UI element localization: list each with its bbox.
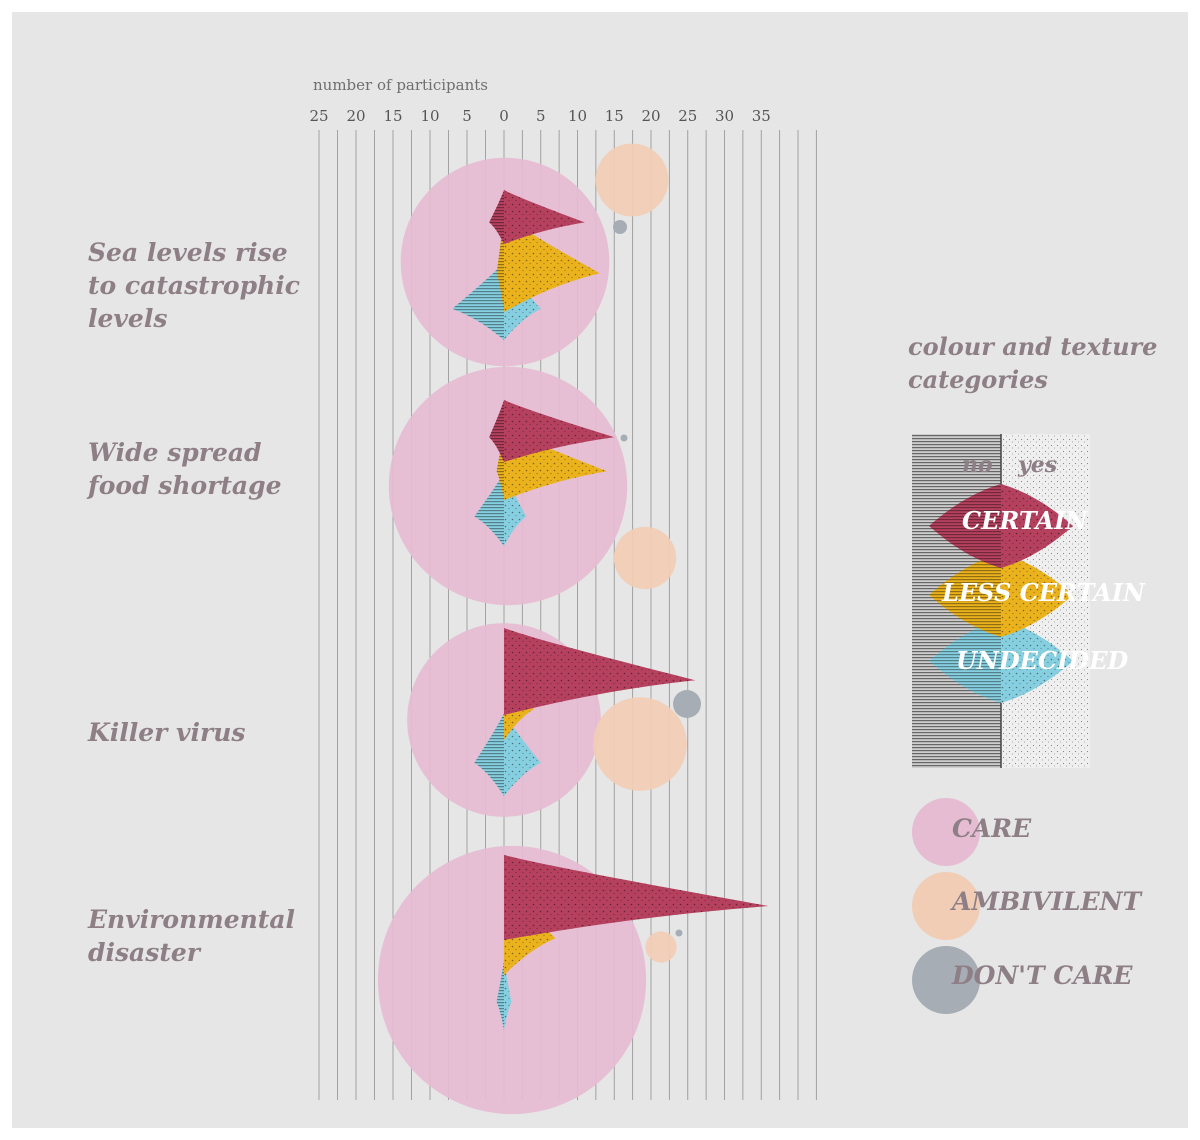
tick-label: 0 [499, 107, 509, 125]
legend-care-circle [912, 798, 980, 866]
tick-label: 10 [420, 107, 439, 125]
legend-less-certain-label: LESS CERTAIN [942, 578, 1145, 607]
tick-label: 20 [346, 107, 365, 125]
undecided-yes-texture [504, 960, 512, 1030]
dont-care-circle [675, 929, 683, 937]
dont-care-circle [613, 220, 627, 234]
dont-care-circle [673, 690, 701, 718]
legend-certain-shape-no-texture [929, 484, 1001, 568]
ambivalent-circle [593, 697, 687, 791]
undecided-yes-texture [504, 713, 541, 796]
ambivalent-circle [613, 526, 677, 590]
category-label-environmental: Environmental disaster [88, 905, 296, 967]
legend-yes-label: yes [1018, 452, 1058, 478]
tick-label: 30 [715, 107, 734, 125]
legend-ambivalent-circle [912, 872, 980, 940]
legend-certain-shape-yes-texture [1001, 484, 1073, 568]
tick-label: 15 [383, 107, 402, 125]
tick-label: 20 [641, 107, 660, 125]
legend-care-label: CARE [952, 814, 1032, 843]
category-group [388, 366, 677, 606]
certain-no-texture [489, 400, 504, 462]
category-label-food-shortage: Wide spread food shortage [88, 438, 282, 500]
tick-label: 25 [678, 107, 697, 125]
tick-label: 35 [752, 107, 771, 125]
legend-group [912, 434, 1090, 1014]
tick-label: 5 [536, 107, 546, 125]
legend-no-label: no [962, 452, 993, 478]
certain-yes-texture [504, 190, 585, 244]
legend-undecided-shape-no-texture [929, 619, 1001, 703]
tick-labels: 25 20 15 10 5 0 5 10 15 20 25 30 35 [309, 107, 770, 125]
category-label-sea-levels: Sea levels rise to catastrophic levels [88, 238, 300, 333]
certain-yes-texture [504, 628, 696, 715]
legend-dont-care-label: DON'T CARE [952, 961, 1133, 990]
legend-dont-care-circle [912, 946, 980, 1014]
less-certain-yes-texture [504, 215, 600, 312]
category-group [377, 845, 769, 1115]
certain-no-texture [489, 190, 504, 244]
legend-title: colour and texture categories [908, 332, 1158, 394]
ambivalent-circle [645, 931, 677, 963]
category-group [400, 143, 669, 367]
undecided-no-texture [452, 262, 504, 340]
undecided-no-texture [474, 713, 504, 796]
legend-less-certain-shape-yes-texture [1001, 553, 1073, 637]
certain-yes-texture [504, 400, 615, 462]
certain-yes-texture [504, 855, 769, 940]
undecided-no-texture [496, 960, 504, 1030]
axis-title: number of participants [313, 76, 488, 94]
legend-undecided-label: UNDECIDED [956, 646, 1129, 675]
tick-label: 5 [462, 107, 472, 125]
category-group [407, 623, 701, 817]
tick-label: 25 [309, 107, 328, 125]
undecided-no-texture [474, 472, 504, 546]
ambivalent-circle [595, 143, 669, 217]
dont-care-circle [620, 434, 628, 442]
legend-undecided-shape-yes-texture [1001, 619, 1073, 703]
legend-certain-label: CERTAIN [962, 506, 1088, 535]
tick-label: 10 [568, 107, 587, 125]
legend-ambivalent-label: AMBIVILENT [952, 887, 1142, 916]
category-label-killer-virus: Killer virus [88, 718, 246, 747]
tick-label: 15 [605, 107, 624, 125]
legend-less-certain-shape-no-texture [929, 553, 1001, 637]
